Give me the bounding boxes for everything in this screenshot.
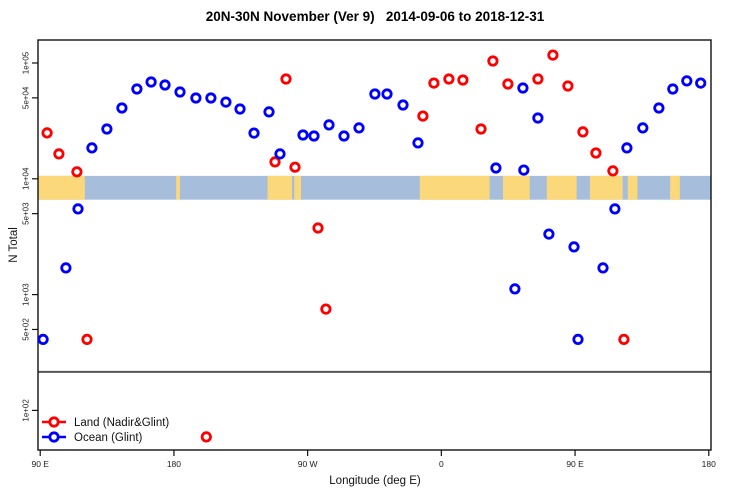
data-point-land	[417, 110, 429, 122]
data-point-ocean	[597, 262, 609, 274]
data-point-ocean	[381, 88, 393, 100]
data-point-land	[562, 80, 574, 92]
data-point-land	[200, 431, 212, 443]
data-point-ocean	[353, 122, 365, 134]
data-point-ocean	[308, 130, 320, 142]
data-point-ocean	[205, 92, 217, 104]
data-point-land	[81, 333, 93, 345]
data-point-ocean	[190, 92, 202, 104]
data-point-land	[475, 123, 487, 135]
data-point-land	[532, 73, 544, 85]
data-point-land	[618, 333, 630, 345]
map-band-land-segment	[294, 175, 301, 200]
x-tick-label: 180	[167, 459, 181, 469]
data-point-land	[547, 49, 559, 61]
data-point-ocean	[412, 137, 424, 149]
data-point-ocean	[518, 164, 530, 176]
data-point-land	[53, 148, 65, 160]
x-tick-label: 90 E	[566, 459, 584, 469]
legend-marker-circle	[48, 431, 60, 443]
map-band-land-segment	[176, 175, 180, 200]
data-point-land	[487, 55, 499, 67]
map-band-land-segment	[503, 175, 530, 200]
data-point-ocean	[323, 119, 335, 131]
plot-border	[37, 39, 712, 451]
y-tick-label: 1e+05	[22, 51, 31, 74]
y-tick-label: 1e+03	[22, 283, 31, 306]
x-tick-label: 90 W	[298, 459, 318, 469]
legend-marker-circle	[48, 416, 60, 428]
data-point-land	[457, 74, 469, 86]
data-point-ocean	[667, 83, 679, 95]
data-point-land	[280, 73, 292, 85]
y-tick-label: 1e+04	[22, 167, 31, 190]
data-point-land	[502, 78, 514, 90]
data-point-land	[320, 303, 332, 315]
data-point-land	[41, 127, 53, 139]
map-band-land-segment	[670, 175, 680, 200]
data-point-ocean	[509, 283, 521, 295]
data-point-ocean	[637, 122, 649, 134]
x-tick-label: 180	[702, 459, 716, 469]
data-point-land	[607, 165, 619, 177]
map-band-land-segment	[589, 175, 623, 200]
data-point-land	[577, 126, 589, 138]
data-point-ocean	[621, 142, 633, 154]
map-band-land-segment	[546, 175, 577, 200]
data-point-land	[443, 73, 455, 85]
data-point-ocean	[695, 77, 707, 89]
data-point-ocean	[101, 123, 113, 135]
data-point-ocean	[145, 76, 157, 88]
x-tick-label: 0	[439, 459, 444, 469]
data-point-ocean	[572, 333, 584, 345]
map-band-land-segment	[38, 175, 85, 200]
data-point-ocean	[60, 262, 72, 274]
data-point-ocean	[369, 88, 381, 100]
data-point-land	[71, 166, 83, 178]
data-point-ocean	[568, 241, 580, 253]
map-band-land-segment	[267, 175, 293, 200]
data-point-ocean	[609, 203, 621, 215]
data-point-land	[428, 77, 440, 89]
data-point-ocean	[248, 127, 260, 139]
legend-label: Ocean (Glint)	[74, 432, 143, 444]
y-tick-label: 5e+04	[22, 86, 31, 109]
data-point-ocean	[490, 162, 502, 174]
chart-title: 20N-30N November (Ver 9) 2014-09-06 to 2…	[205, 9, 545, 24]
data-point-ocean	[543, 228, 555, 240]
data-point-ocean	[274, 148, 286, 160]
map-band-land-segment	[419, 175, 490, 200]
map-band-ocean	[38, 175, 711, 200]
data-point-ocean	[681, 75, 693, 87]
data-point-ocean	[159, 79, 171, 91]
y-tick-label: 1e+02	[22, 399, 31, 422]
y-tick-label: 5e+02	[22, 318, 31, 341]
data-point-ocean	[86, 142, 98, 154]
data-point-ocean	[653, 102, 665, 114]
data-point-ocean	[517, 82, 529, 94]
data-point-land	[289, 161, 301, 173]
data-point-land	[312, 222, 324, 234]
data-point-ocean	[116, 102, 128, 114]
x-tick-label: 90 E	[31, 459, 49, 469]
y-tick-label: 5e+03	[22, 202, 31, 225]
data-point-ocean	[220, 96, 232, 108]
data-point-ocean	[37, 333, 49, 345]
data-point-ocean	[397, 99, 409, 111]
map-band-land-segment	[627, 175, 638, 200]
data-point-ocean	[532, 112, 544, 124]
x-axis-title: Longitude (deg E)	[329, 475, 421, 487]
data-point-land	[590, 147, 602, 159]
data-point-land	[269, 156, 281, 168]
data-point-ocean	[131, 83, 143, 95]
data-point-ocean	[297, 129, 309, 141]
data-point-ocean	[234, 103, 246, 115]
data-point-ocean	[72, 203, 84, 215]
data-point-ocean	[174, 86, 186, 98]
data-point-ocean	[338, 130, 350, 142]
data-point-ocean	[263, 106, 275, 118]
legend-label: Land (Nadir&Glint)	[74, 417, 169, 429]
